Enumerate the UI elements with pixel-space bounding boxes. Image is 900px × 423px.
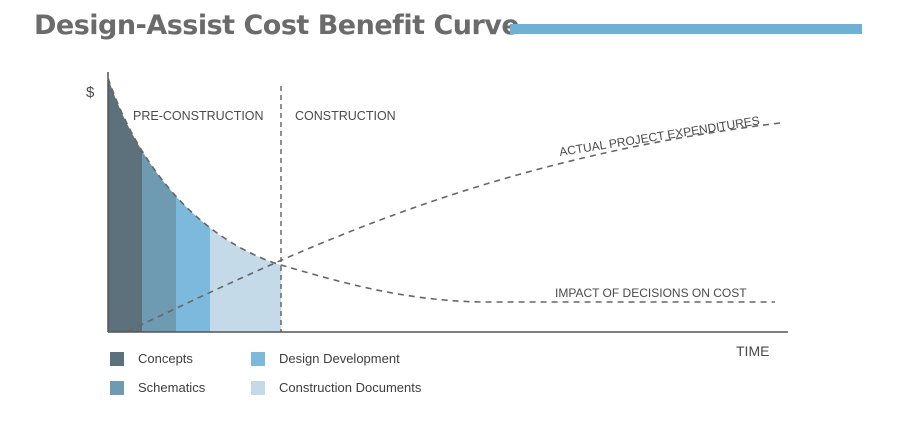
legend-item-schematics: Schematics [110, 380, 205, 395]
legend-label: Construction Documents [279, 380, 422, 395]
legend-swatch [251, 351, 265, 366]
legend-item-construction-documents: Construction Documents [251, 380, 421, 395]
title-accent-bar [510, 24, 862, 34]
x-axis-label: TIME [736, 343, 769, 359]
page-title: Design-Assist Cost Benefit Curve [34, 10, 520, 41]
impact-curve [107, 77, 775, 303]
legend-item-design-development: Design Development [251, 351, 400, 366]
legend-item-concepts: Concepts [110, 351, 193, 366]
expenditures-curve [127, 122, 781, 332]
legend-label: Design Development [279, 351, 400, 366]
impact-label: IMPACT OF DECISIONS ON COST [555, 286, 747, 300]
pre-construction-label: PRE-CONSTRUCTION [133, 109, 264, 123]
legend-label: Schematics [138, 380, 206, 395]
legend-swatch [110, 351, 124, 366]
legend-label: Concepts [138, 351, 193, 366]
legend-swatch [251, 380, 265, 395]
y-axis-label: $ [86, 84, 95, 101]
expenditures-label: ACTUAL PROJECT EXPENDITURES [558, 113, 760, 159]
construction-label: CONSTRUCTION [295, 109, 396, 123]
legend-swatch [110, 380, 124, 395]
